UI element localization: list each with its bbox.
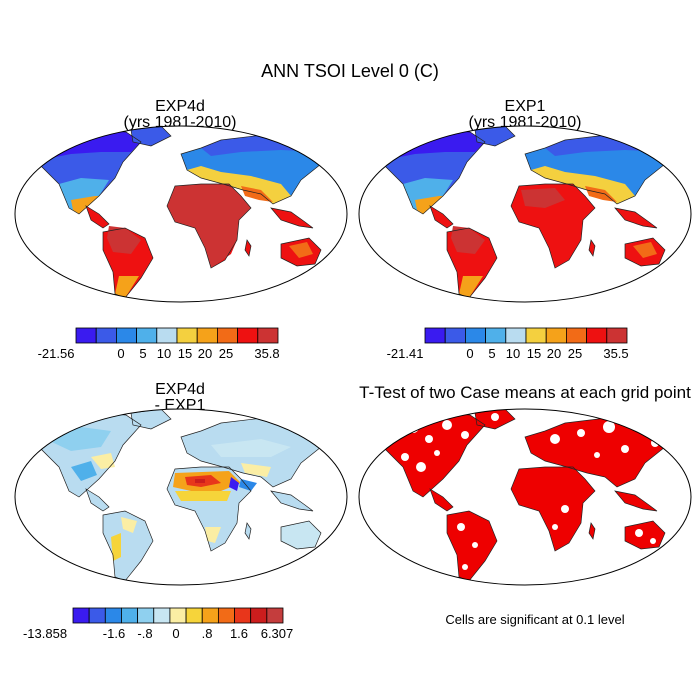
colorbar-label: 25 <box>219 346 233 361</box>
colorbar-swatch <box>464 327 486 344</box>
colorbar-swatch <box>234 607 252 624</box>
map-diff <box>15 409 347 585</box>
figure-title: ANN TSOI Level 0 (C) <box>261 61 439 81</box>
colorbar-label: 1.6 <box>230 626 248 641</box>
colorbar-swatch <box>485 327 507 344</box>
colorbar-label: 35.5 <box>603 346 628 361</box>
colorbar-swatch <box>545 327 567 344</box>
colorbar-label: 20 <box>198 346 212 361</box>
colorbar-swatch <box>566 327 588 344</box>
colorbar-swatch <box>136 327 158 344</box>
panel-diff-title: EXP4d <box>155 381 205 398</box>
colorbar-swatch <box>137 607 155 624</box>
colorbar-label: -21.41 <box>387 346 424 361</box>
colorbar-swatch <box>250 607 268 624</box>
colorbar-label: 15 <box>527 346 541 361</box>
colorbar-swatch <box>201 607 219 624</box>
colorbar-diff: -13.858 -1.6 -.8 0 .8 1.6 6.307 <box>23 607 294 641</box>
panel-exp4d-title: EXP4d <box>155 98 205 115</box>
map-border <box>14 408 348 586</box>
map-ttest <box>359 409 691 585</box>
colorbar-label: -13.858 <box>23 626 67 641</box>
colorbar-swatch <box>196 327 218 344</box>
colorbar-swatch <box>217 607 235 624</box>
colorbar-swatch <box>266 607 284 624</box>
panel-exp1 <box>358 125 692 303</box>
colorbar-swatch <box>95 327 117 344</box>
map-exp1 <box>359 126 691 302</box>
map-exp4d <box>15 126 347 302</box>
map-border <box>14 125 348 303</box>
colorbar-swatch <box>257 327 279 344</box>
colorbar-swatch <box>176 327 198 344</box>
map-border <box>358 408 692 586</box>
map-border <box>358 125 692 303</box>
panel-ttest-title: T-Test of two Case means at each grid po… <box>359 383 691 402</box>
panel-exp4d <box>14 125 348 303</box>
colorbar-label: 5 <box>488 346 495 361</box>
colorbar-swatch <box>156 327 178 344</box>
colorbar-swatch <box>185 607 203 624</box>
colorbar-label: 10 <box>157 346 171 361</box>
colorbar-swatch <box>505 327 527 344</box>
colorbar-swatch <box>586 327 608 344</box>
colorbar-label: 15 <box>178 346 192 361</box>
colorbar-exp4d: -21.56 0 5 10 15 20 25 35.8 <box>38 327 280 361</box>
colorbar-swatch <box>216 327 238 344</box>
colorbar-label: -1.6 <box>103 626 125 641</box>
panel-diff <box>14 408 348 586</box>
colorbar-label: -.8 <box>137 626 152 641</box>
panel-ttest <box>358 408 692 586</box>
colorbar-label: -21.56 <box>38 346 75 361</box>
colorbar-label: 0 <box>117 346 124 361</box>
colorbar-swatch <box>606 327 628 344</box>
colorbar-swatch <box>121 607 139 624</box>
colorbar-swatch <box>444 327 466 344</box>
colorbar-swatch <box>153 607 171 624</box>
colorbar-swatch <box>72 607 90 624</box>
colorbar-swatch <box>75 327 97 344</box>
colorbar-label: 5 <box>139 346 146 361</box>
colorbar-label: .8 <box>202 626 213 641</box>
colorbar-label: 35.8 <box>254 346 279 361</box>
colorbar-swatch <box>169 607 187 624</box>
colorbar-label: 0 <box>172 626 179 641</box>
colorbar-label: 25 <box>568 346 582 361</box>
colorbar-swatch <box>424 327 446 344</box>
colorbar-label: 0 <box>466 346 473 361</box>
colorbar-swatch <box>116 327 138 344</box>
panel-exp1-title: EXP1 <box>504 98 546 115</box>
colorbar-swatch <box>104 607 122 624</box>
colorbar-swatch <box>525 327 547 344</box>
colorbar-label: 6.307 <box>261 626 294 641</box>
colorbar-label: 20 <box>547 346 561 361</box>
colorbar-swatch <box>88 607 106 624</box>
panel-exp1-subtitle: (yrs 1981-2010) <box>468 114 582 131</box>
colorbar-exp1: -21.41 0 5 10 15 20 25 35.5 <box>387 327 629 361</box>
colorbar-label: 10 <box>506 346 520 361</box>
colorbar-swatch <box>237 327 259 344</box>
significance-note: Cells are significant at 0.1 level <box>445 612 625 627</box>
